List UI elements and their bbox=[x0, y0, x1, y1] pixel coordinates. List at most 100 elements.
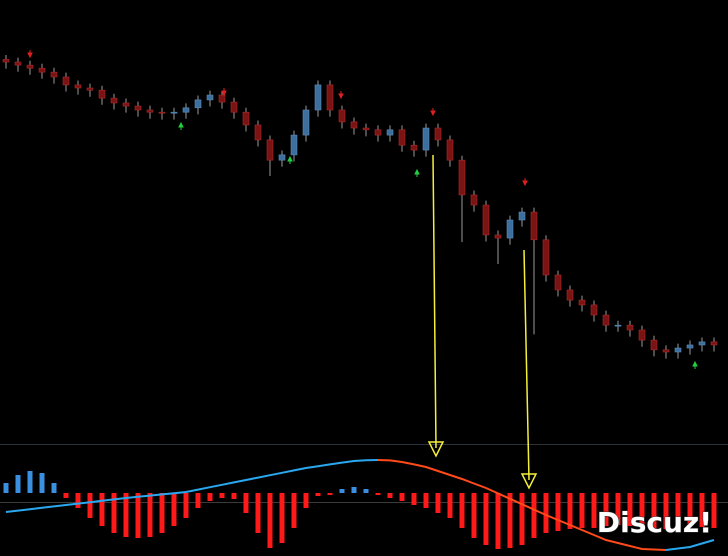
histogram-bar bbox=[520, 493, 525, 545]
candle-body bbox=[171, 112, 177, 113]
candle-body bbox=[675, 348, 681, 352]
histogram-bar bbox=[244, 493, 249, 513]
candle-body bbox=[435, 128, 441, 140]
candle-body bbox=[663, 350, 669, 352]
histogram-bar bbox=[376, 493, 381, 495]
histogram-bar bbox=[196, 493, 201, 508]
candle-body bbox=[87, 88, 93, 90]
candle-body bbox=[303, 110, 309, 135]
histogram-bar bbox=[4, 483, 9, 493]
histogram-bar bbox=[292, 493, 297, 528]
candle-body bbox=[651, 340, 657, 350]
candle-body bbox=[495, 235, 501, 238]
candle-body bbox=[135, 106, 141, 110]
histogram-bar bbox=[148, 493, 153, 537]
candle-body bbox=[39, 68, 45, 72]
histogram-bar bbox=[280, 493, 285, 543]
histogram-bar bbox=[400, 493, 405, 501]
histogram-bar bbox=[40, 473, 45, 493]
histogram-bar bbox=[544, 493, 549, 533]
candle-body bbox=[15, 62, 21, 65]
candle-body bbox=[411, 145, 417, 150]
candle-body bbox=[267, 140, 273, 160]
histogram-bar bbox=[52, 483, 57, 493]
histogram-bar bbox=[412, 493, 417, 505]
candle-body bbox=[519, 212, 525, 220]
histogram-bar bbox=[364, 489, 369, 493]
candle-body bbox=[111, 98, 117, 103]
histogram-bar bbox=[76, 493, 81, 508]
candle-body bbox=[711, 342, 717, 345]
candle-body bbox=[363, 128, 369, 130]
candle-body bbox=[399, 130, 405, 145]
histogram-bar bbox=[232, 493, 237, 499]
candle-body bbox=[555, 275, 561, 290]
candle-body bbox=[447, 140, 453, 160]
candle-body bbox=[459, 160, 465, 195]
candle-body bbox=[591, 305, 597, 315]
histogram-bar bbox=[172, 493, 177, 526]
histogram-bar bbox=[484, 493, 489, 545]
candle-body bbox=[579, 300, 585, 305]
histogram-bar bbox=[256, 493, 261, 533]
histogram-bar bbox=[64, 493, 69, 498]
candle-body bbox=[243, 112, 249, 125]
candle-body bbox=[471, 195, 477, 205]
candle-body bbox=[3, 59, 9, 62]
histogram-bar bbox=[388, 493, 393, 498]
histogram-bar bbox=[556, 493, 561, 531]
candle-body bbox=[183, 108, 189, 112]
watermark: Discuz! bbox=[597, 506, 712, 539]
candle-body bbox=[27, 65, 33, 68]
candle-body bbox=[75, 85, 81, 88]
histogram-bar bbox=[304, 493, 309, 508]
candle-body bbox=[147, 110, 153, 112]
histogram-bar bbox=[424, 493, 429, 508]
histogram-bar bbox=[16, 475, 21, 493]
candle-body bbox=[567, 290, 573, 300]
histogram-bar bbox=[580, 493, 585, 528]
candle-body bbox=[63, 77, 69, 85]
candle-body bbox=[627, 325, 633, 330]
candle-body bbox=[231, 102, 237, 112]
candle-body bbox=[327, 85, 333, 110]
histogram-bar bbox=[340, 489, 345, 493]
histogram-bar bbox=[124, 493, 129, 537]
candle-body bbox=[603, 315, 609, 325]
histogram-bar bbox=[592, 493, 597, 528]
histogram-bar bbox=[208, 493, 213, 501]
candle-body bbox=[315, 85, 321, 110]
histogram-bar bbox=[136, 493, 141, 538]
candle-body bbox=[99, 90, 105, 98]
candle-body bbox=[279, 155, 285, 160]
histogram-bar bbox=[328, 493, 333, 495]
candle-body bbox=[615, 325, 621, 326]
candle-body bbox=[639, 330, 645, 340]
candle-body bbox=[255, 125, 261, 140]
candle-body bbox=[123, 103, 129, 106]
candle-body bbox=[699, 342, 705, 345]
candle-body bbox=[51, 72, 57, 77]
candle-body bbox=[543, 240, 549, 275]
histogram-bar bbox=[100, 493, 105, 526]
candle-body bbox=[159, 112, 165, 113]
candle-body bbox=[387, 130, 393, 135]
histogram-bar bbox=[28, 471, 33, 493]
histogram-bar bbox=[472, 493, 477, 538]
candle-body bbox=[219, 95, 225, 102]
histogram-bar bbox=[160, 493, 165, 533]
histogram-bar bbox=[460, 493, 465, 528]
histogram-bar bbox=[436, 493, 441, 513]
histogram-bar bbox=[220, 493, 225, 498]
candle-body bbox=[507, 220, 513, 238]
candle-body bbox=[195, 100, 201, 108]
histogram-bar bbox=[712, 493, 717, 528]
histogram-bar bbox=[532, 493, 537, 538]
histogram-bar bbox=[268, 493, 273, 548]
histogram-bar bbox=[88, 493, 93, 518]
histogram-bar bbox=[352, 487, 357, 493]
candle-body bbox=[207, 95, 213, 100]
histogram-bar bbox=[316, 493, 321, 496]
